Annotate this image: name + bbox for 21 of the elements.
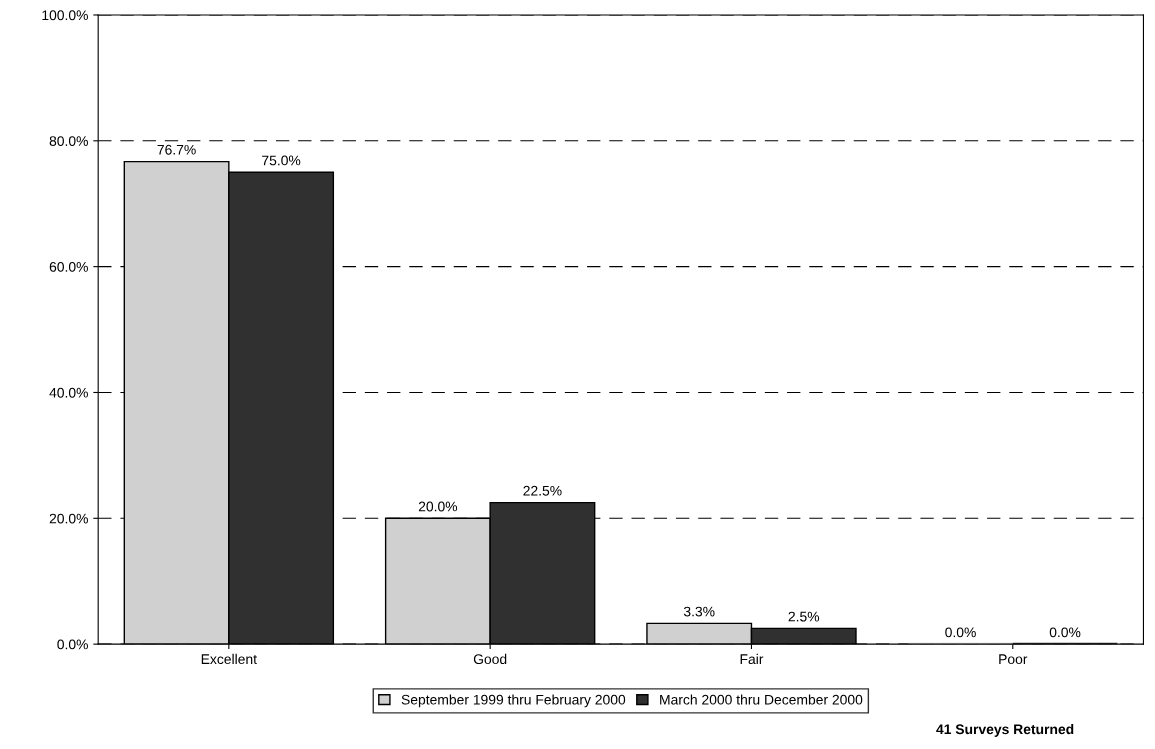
data-label: 75.0% bbox=[262, 155, 301, 166]
y-tick-label: 40.0% bbox=[49, 387, 88, 398]
y-tick-label: 100.0% bbox=[42, 10, 88, 21]
data-label: 20.0% bbox=[418, 501, 458, 512]
data-label: 0.0% bbox=[945, 627, 976, 638]
x-tick-label: Good bbox=[473, 653, 507, 665]
x-tick-label: Poor bbox=[999, 654, 1028, 665]
y-tick-label: 80.0% bbox=[49, 136, 88, 146]
data-label: 22.5% bbox=[523, 485, 562, 496]
legend-label: March 2000 thru December 2000 bbox=[660, 694, 863, 705]
y-tick-label: 20.0% bbox=[49, 513, 88, 524]
data-label: 0.0% bbox=[1049, 627, 1081, 638]
data-label: 2.5% bbox=[788, 611, 820, 622]
data-label: 3.3% bbox=[683, 606, 715, 617]
x-tick-label: Fair bbox=[740, 653, 764, 665]
y-tick-label: 0.0% bbox=[57, 639, 88, 650]
data-label: 76.7% bbox=[157, 144, 196, 155]
x-tick-label: Excellent bbox=[201, 653, 257, 665]
text: 41 Surveys Returned bbox=[936, 723, 1074, 737]
legend-label: September 1999 thru February 2000 bbox=[401, 694, 626, 708]
y-tick-label: 60.0% bbox=[49, 261, 88, 272]
